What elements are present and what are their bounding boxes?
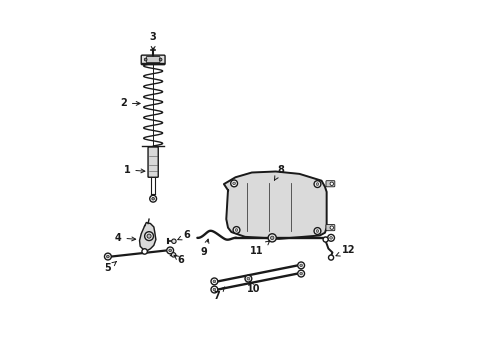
Text: 10: 10	[247, 281, 261, 294]
Circle shape	[314, 228, 321, 234]
Text: 4: 4	[115, 233, 136, 243]
FancyBboxPatch shape	[147, 57, 160, 63]
Circle shape	[316, 230, 319, 233]
Circle shape	[330, 182, 334, 185]
Circle shape	[213, 288, 216, 291]
Circle shape	[150, 195, 156, 202]
FancyBboxPatch shape	[141, 55, 165, 65]
Circle shape	[147, 234, 151, 238]
Circle shape	[144, 58, 147, 61]
Circle shape	[247, 277, 250, 280]
Circle shape	[330, 237, 332, 239]
Circle shape	[167, 247, 173, 254]
Circle shape	[211, 278, 218, 285]
Text: 3: 3	[150, 32, 156, 50]
Text: 6: 6	[178, 230, 191, 240]
Polygon shape	[140, 222, 156, 251]
FancyBboxPatch shape	[326, 181, 335, 187]
Text: 1: 1	[123, 165, 145, 175]
Circle shape	[314, 181, 321, 188]
Circle shape	[300, 272, 302, 275]
Circle shape	[323, 237, 328, 242]
Text: 6: 6	[174, 255, 184, 265]
Polygon shape	[224, 171, 327, 239]
Circle shape	[330, 226, 334, 229]
Circle shape	[298, 262, 305, 269]
Circle shape	[145, 232, 153, 240]
Text: 5: 5	[104, 261, 116, 274]
Text: 12: 12	[336, 246, 356, 256]
Circle shape	[104, 253, 111, 260]
Text: 11: 11	[250, 241, 270, 256]
Circle shape	[268, 234, 276, 242]
Circle shape	[233, 182, 236, 185]
Circle shape	[298, 270, 305, 277]
Circle shape	[233, 226, 240, 233]
Circle shape	[235, 229, 238, 231]
Circle shape	[245, 275, 252, 282]
Text: 2: 2	[120, 98, 140, 108]
Circle shape	[213, 280, 216, 283]
FancyBboxPatch shape	[326, 225, 335, 231]
Text: 9: 9	[201, 239, 209, 257]
Circle shape	[316, 183, 319, 185]
Circle shape	[169, 249, 171, 252]
Circle shape	[152, 197, 154, 200]
Circle shape	[172, 239, 176, 243]
Circle shape	[231, 180, 238, 187]
Circle shape	[328, 255, 334, 260]
Text: 8: 8	[274, 165, 284, 180]
Circle shape	[172, 253, 176, 257]
FancyBboxPatch shape	[148, 147, 158, 177]
Circle shape	[328, 234, 335, 241]
Text: 7: 7	[213, 287, 225, 301]
Circle shape	[211, 286, 218, 293]
Circle shape	[142, 249, 147, 254]
Circle shape	[300, 264, 302, 267]
Circle shape	[270, 236, 274, 239]
Circle shape	[159, 58, 162, 61]
Circle shape	[106, 255, 109, 258]
